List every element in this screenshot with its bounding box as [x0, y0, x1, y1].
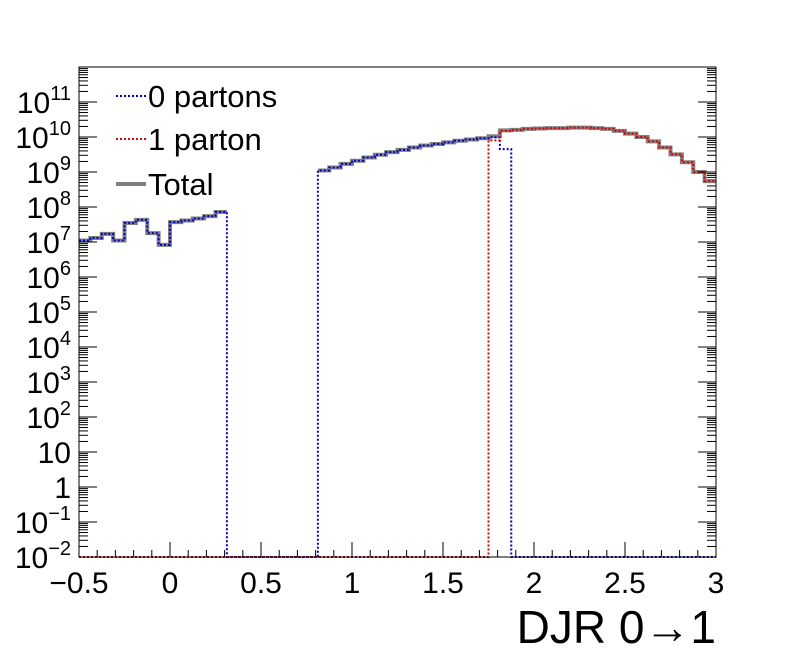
y-tick-label: 1011: [17, 83, 71, 120]
x-tick-label: 1: [344, 567, 361, 600]
y-tick-label: 103: [27, 363, 72, 400]
y-tick-label: 102: [27, 398, 72, 435]
minor-ticks: [78, 68, 717, 557]
y-tick-label: 1010: [15, 118, 71, 155]
x-tick-label: 0.5: [240, 567, 282, 600]
x-tick-label: −0.5: [49, 567, 108, 600]
y-tick-label: 10−1: [15, 503, 71, 540]
y-tick-label: 105: [27, 293, 72, 330]
y-tick-label: 106: [27, 258, 72, 295]
x-tick-labels: −0.5 0 0.5 1 1.5 2 2.5 3: [49, 567, 724, 600]
legend: 0 partons 1 parton Total: [116, 79, 277, 202]
legend-label-1-parton: 1 parton: [148, 122, 262, 157]
y-tick-label: 109: [27, 153, 72, 190]
y-tick-label: 108: [27, 188, 72, 225]
x-axis-title: DJR 0→1: [517, 601, 716, 653]
y-tick-label: 107: [27, 223, 72, 260]
x-tick-label: 3: [708, 567, 725, 600]
y-tick-label: 10: [38, 437, 71, 470]
y-tick-label: 1: [54, 472, 71, 505]
x-tick-label: 0: [162, 567, 179, 600]
legend-label-0-partons: 0 partons: [148, 79, 277, 114]
x-tick-label: 1.5: [422, 567, 464, 600]
y-tick-label: 104: [27, 328, 72, 365]
legend-label-total: Total: [148, 167, 213, 202]
major-ticks: [78, 101, 717, 558]
y-tick-labels: 10−210−111010210310410510610710810910101…: [15, 83, 71, 575]
x-tick-label: 2.5: [604, 567, 646, 600]
x-tick-label: 2: [526, 567, 543, 600]
y-tick-label: 10−2: [15, 538, 71, 575]
